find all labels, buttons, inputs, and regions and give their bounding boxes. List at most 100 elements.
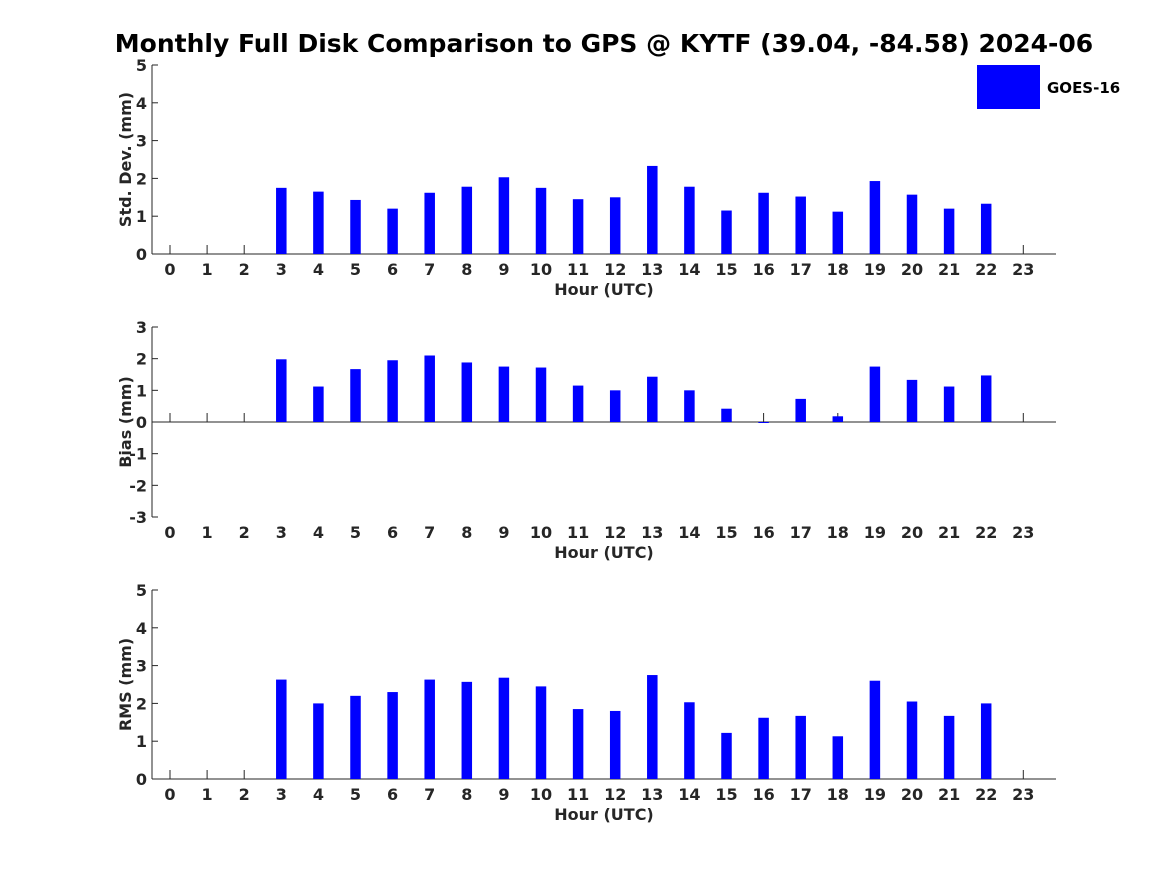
bias-bar-hour-17 (795, 398, 806, 422)
bias-x-tick-label: 13 (641, 523, 663, 542)
rms-x-tick-label: 17 (790, 785, 812, 804)
rms-y-tick-label: 1 (136, 732, 147, 751)
rms-y-tick-label: 0 (136, 770, 147, 789)
bias-bar-hour-9 (498, 366, 510, 422)
rms-bar-hour-19 (869, 680, 881, 779)
bias-y-tick-label: -2 (129, 476, 147, 495)
rms-x-tick-label: 0 (164, 785, 175, 804)
bias-x-tick-label: 9 (498, 523, 509, 542)
std-dev-x-tick-label: 10 (530, 260, 552, 279)
std-dev-y-axis-label: Std. Dev. (mm) (116, 92, 135, 227)
rms-bar-hour-17 (795, 715, 806, 779)
bias-bar-hour-3 (276, 359, 287, 422)
std-dev-bar-hour-4 (313, 191, 324, 254)
std-dev-x-tick-label: 23 (1012, 260, 1034, 279)
bias-y-tick-label: -1 (129, 445, 147, 464)
rms-bar-hour-6 (387, 692, 398, 779)
rms-y-tick-label: 5 (136, 581, 147, 600)
bias-bar-hour-20 (906, 379, 918, 422)
rms-bar-hour-14 (684, 702, 695, 779)
rms-x-tick-label: 13 (641, 785, 663, 804)
bias-x-tick-label: 12 (604, 523, 626, 542)
std-dev-y-tick-label: 0 (136, 245, 147, 264)
rms-bar-hour-13 (647, 675, 658, 779)
bias-bar-hour-6 (387, 360, 398, 422)
rms-x-tick-label: 23 (1012, 785, 1034, 804)
std-dev-x-tick-label: 14 (678, 260, 700, 279)
std-dev-x-tick-label: 20 (901, 260, 923, 279)
rms-x-tick-label: 4 (313, 785, 324, 804)
std-dev-x-tick-label: 0 (164, 260, 175, 279)
rms-x-axis-label: Hour (UTC) (554, 805, 654, 824)
rms-y-tick-label: 3 (136, 657, 147, 676)
std-dev-x-tick-label: 13 (641, 260, 663, 279)
rms-x-tick-label: 15 (715, 785, 737, 804)
rms-bar-hour-22 (980, 703, 992, 779)
rms-x-tick-label: 20 (901, 785, 923, 804)
bias-x-tick-label: 15 (715, 523, 737, 542)
std-dev-y-tick-label: 1 (136, 207, 147, 226)
bias-bar-hour-4 (313, 386, 324, 422)
std-dev-y-tick-label: 3 (136, 132, 147, 151)
bias-bar-hour-13 (647, 376, 658, 422)
bias-bar-hour-12 (609, 390, 621, 422)
std-dev-bar-hour-6 (387, 208, 398, 254)
rms-bar-hour-7 (424, 679, 435, 779)
bias-bar-hour-7 (424, 355, 435, 422)
bias-bar-hour-19 (869, 366, 881, 422)
bias-x-tick-label: 16 (752, 523, 774, 542)
rms-bar-hour-21 (943, 715, 955, 779)
rms-bar-hour-5 (350, 695, 361, 779)
bias-x-tick-label: 4 (313, 523, 324, 542)
bias-bar-hour-16 (758, 422, 769, 423)
rms-x-tick-label: 16 (752, 785, 774, 804)
bias-y-tick-label: 0 (136, 413, 147, 432)
legend-swatch-goes-16 (977, 65, 1040, 109)
bias-bar-hour-5 (350, 369, 361, 422)
rms-x-tick-label: 9 (498, 785, 509, 804)
std-dev-bar-hour-21 (943, 208, 955, 254)
bias-x-tick-label: 11 (567, 523, 589, 542)
rms-bar-hour-9 (498, 677, 510, 779)
bias-x-tick-label: 22 (975, 523, 997, 542)
rms-x-tick-label: 18 (827, 785, 849, 804)
rms-x-tick-label: 3 (276, 785, 287, 804)
bias-x-tick-label: 14 (678, 523, 700, 542)
std-dev-x-tick-label: 6 (387, 260, 398, 279)
bias-x-tick-label: 20 (901, 523, 923, 542)
legend: GOES-16 (977, 65, 1120, 109)
bias-bar-hour-10 (535, 367, 547, 422)
std-dev-bar-hour-12 (609, 197, 621, 254)
std-dev-x-tick-label: 1 (202, 260, 213, 279)
std-dev-x-tick-label: 5 (350, 260, 361, 279)
std-dev-bar-hour-16 (758, 192, 769, 254)
bias-bar-hour-14 (684, 390, 695, 422)
bias-x-tick-label: 17 (790, 523, 812, 542)
std-dev-y-tick-label: 4 (136, 94, 147, 113)
bias-x-tick-label: 23 (1012, 523, 1034, 542)
bias-y-tick-label: -3 (129, 508, 147, 527)
std-dev-bar-hour-7 (424, 192, 435, 254)
bias-y-tick-label: 2 (136, 350, 147, 369)
bias-x-tick-label: 0 (164, 523, 175, 542)
std-dev-bar-hour-8 (461, 186, 473, 254)
bias-x-tick-label: 7 (424, 523, 435, 542)
rms-bar-hour-3 (276, 679, 287, 779)
bias-x-tick-label: 10 (530, 523, 552, 542)
bias-x-tick-label: 19 (864, 523, 886, 542)
rms-y-axis-label: RMS (mm) (116, 638, 135, 731)
std-dev-x-tick-label: 11 (567, 260, 589, 279)
std-dev-x-tick-label: 4 (313, 260, 324, 279)
bias-x-tick-label: 3 (276, 523, 287, 542)
rms-bar-hour-8 (461, 681, 473, 779)
std-dev-bar-hour-20 (906, 194, 918, 254)
rms-bar-hour-20 (906, 701, 918, 779)
std-dev-x-tick-label: 3 (276, 260, 287, 279)
std-dev-x-tick-label: 12 (604, 260, 626, 279)
std-dev-bar-hour-19 (869, 181, 881, 254)
rms-bar-hour-10 (535, 686, 547, 779)
std-dev-x-tick-label: 18 (827, 260, 849, 279)
